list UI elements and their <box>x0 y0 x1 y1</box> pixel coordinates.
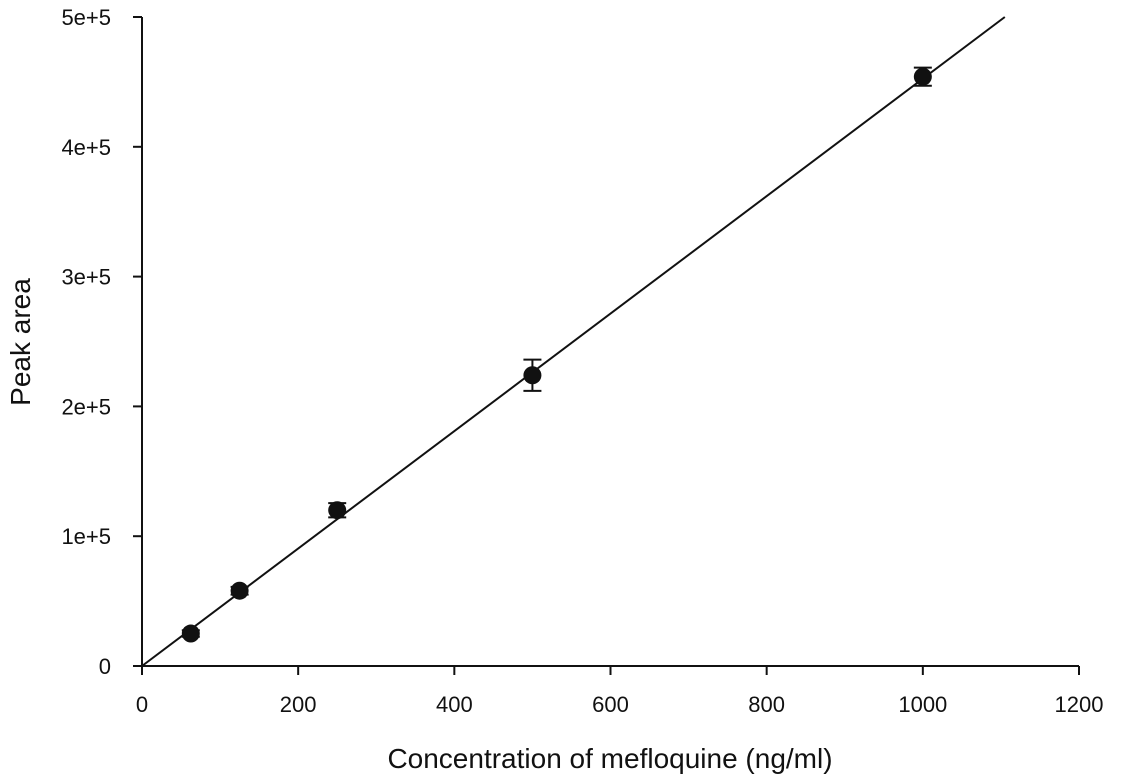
y-tick-label: 4e+5 <box>61 135 111 160</box>
y-axis-title: Peak area <box>5 278 36 406</box>
y-tick-label: 2e+5 <box>61 394 111 419</box>
data-point <box>523 366 542 385</box>
x-tick-label: 400 <box>436 692 473 717</box>
x-tick-label: 0 <box>136 692 148 717</box>
x-tick-label: 1000 <box>898 692 947 717</box>
x-axis-title: Concentration of mefloquine (ng/ml) <box>387 743 832 774</box>
x-tick-label: 1200 <box>1055 692 1104 717</box>
y-axis-ticks: 0 1e+5 2e+5 3e+5 4e+5 5e+5 <box>61 5 142 679</box>
x-tick-label: 200 <box>280 692 317 717</box>
x-axis-ticks: 0 200 400 600 800 1000 1200 <box>136 666 1104 717</box>
data-point <box>181 624 200 643</box>
y-tick-label: 0 <box>99 654 111 679</box>
x-tick-label: 600 <box>592 692 629 717</box>
y-tick-label: 5e+5 <box>61 5 111 30</box>
data-point <box>913 67 932 86</box>
y-tick-label: 3e+5 <box>61 265 111 290</box>
data-point <box>328 501 347 520</box>
regression-line <box>141 16 1006 667</box>
y-tick-label: 1e+5 <box>61 524 111 549</box>
x-tick-label: 800 <box>748 692 785 717</box>
data-points <box>181 66 932 643</box>
axes <box>141 17 1079 667</box>
data-point <box>230 581 249 600</box>
